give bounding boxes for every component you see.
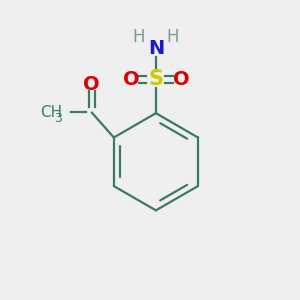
Text: S: S <box>148 69 164 89</box>
Text: CH: CH <box>40 105 62 120</box>
Text: H: H <box>133 28 145 46</box>
Text: O: O <box>83 75 100 94</box>
Text: O: O <box>122 70 139 89</box>
Text: O: O <box>172 70 189 89</box>
Text: H: H <box>167 28 179 46</box>
Text: N: N <box>148 39 164 58</box>
Text: 3: 3 <box>54 112 62 125</box>
